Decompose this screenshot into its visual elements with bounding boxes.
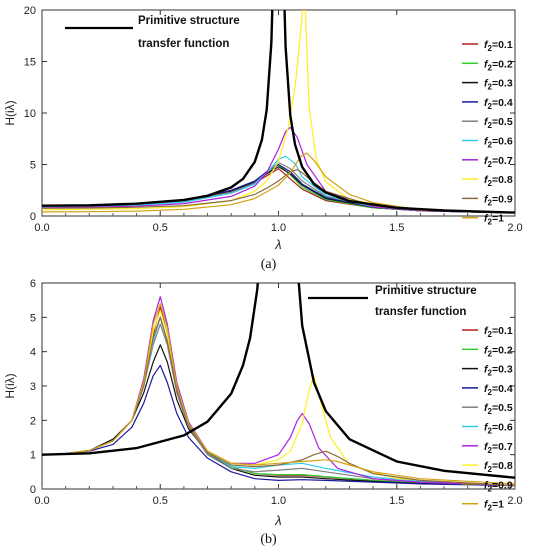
legend-entry-label: f2=0.4 [484, 383, 513, 397]
plot-area [42, 10, 515, 214]
legend-entry-label: f2=1 [484, 213, 504, 227]
x-tick-label: 0.0 [34, 495, 49, 507]
y-tick-label: 5 [30, 160, 36, 172]
series-line-10 [42, 303, 515, 485]
y-tick-label: 4 [30, 347, 36, 359]
panel-caption: (b) [260, 532, 277, 547]
legend-entry-label: f2=0.2 [484, 344, 513, 358]
chart-panel-b: 0.0 0.5 1.0 1.5 2.0 0 1 2 3 4 5 6 H(iλ) λ (b) Primitive… [3, 278, 523, 547]
primitive-curve-left [42, 283, 259, 456]
series-line-8 [42, 10, 515, 214]
y-tick-label: 10 [24, 108, 36, 120]
primitive-legend-label: Primitive structure [375, 285, 477, 297]
x-tick-label: 1.0 [271, 495, 286, 507]
y-tick-label: 6 [30, 278, 36, 290]
series-line-1 [42, 306, 515, 487]
legend-entry-label: f2=0.7 [484, 441, 513, 455]
legend-entry-label: f2=0.1 [484, 325, 513, 339]
legend-entry-label: f2=0.6 [484, 422, 513, 436]
x-tick-label: 1.5 [389, 222, 404, 234]
series-line-9 [42, 169, 515, 214]
y-tick-label: 20 [24, 5, 36, 17]
series-line-8 [42, 309, 515, 487]
series-line-3 [42, 344, 515, 487]
legend-entry-label: f2=0.8 [484, 460, 513, 474]
legend-entry-label: f2=0.6 [484, 136, 513, 150]
legend-entry-label: f2=0.9 [484, 193, 513, 207]
x-tick-label: 0.0 [34, 222, 49, 234]
y-tick-label: 3 [30, 381, 36, 393]
series-line-7 [42, 126, 515, 214]
legend-entry-label: f2=1 [484, 499, 504, 513]
series-line-10 [42, 152, 515, 214]
y-axis-label: H(iλ) [3, 100, 17, 125]
panel-caption: (a) [261, 257, 277, 272]
primitive-legend-label: transfer function [375, 306, 466, 318]
legend-entry-label: f2=0.1 [484, 39, 513, 53]
y-tick-label: 2 [30, 415, 36, 427]
y-axis-label: H(iλ) [3, 373, 17, 398]
y-tick-label: 0 [30, 211, 36, 223]
x-axis-label: λ [274, 513, 281, 528]
legend-entry-label: f2=0.5 [484, 402, 513, 416]
primitive-curve-right [283, 10, 515, 214]
primitive-curve-right [297, 283, 515, 479]
legend-entry-label: f2=0.2 [484, 58, 513, 72]
x-tick-label: 2.0 [507, 222, 522, 234]
legend-entry-label: f2=0.5 [484, 116, 513, 130]
legend-entry-label: f2=0.4 [484, 97, 513, 111]
legend-entry-label: f2=0.9 [484, 479, 513, 493]
legend-entry-label: f2=0.3 [484, 78, 513, 92]
y-tick-label: 0 [30, 484, 36, 496]
primitive-legend-label: Primitive structure [138, 15, 240, 27]
legend-entry-label: f2=0.7 [484, 155, 513, 169]
x-tick-label: 1.5 [389, 495, 404, 507]
series-line-7 [42, 296, 515, 487]
x-tick-label: 0.5 [153, 495, 168, 507]
legend-entry-label: f2=0.8 [484, 174, 513, 188]
chart-panel-a: 0.0 0.5 1.0 1.5 2.0 0 5 10 15 20 H(iλ) λ (a) Primitiv… [3, 5, 523, 272]
y-tick-label: 15 [24, 57, 36, 69]
series-line-4 [42, 364, 515, 487]
primitive-curve-left [42, 10, 274, 207]
legend-entry-label: f2=0.3 [484, 364, 513, 378]
x-tick-label: 1.0 [271, 222, 286, 234]
x-tick-label: 2.0 [507, 495, 522, 507]
x-tick-label: 0.5 [153, 222, 168, 234]
primitive-legend-label: transfer function [138, 38, 229, 50]
plot-area [42, 283, 515, 487]
y-tick-label: 1 [30, 450, 36, 462]
y-tick-label: 5 [30, 312, 36, 324]
x-axis-label: λ [274, 237, 281, 252]
series-line-5 [42, 323, 515, 487]
